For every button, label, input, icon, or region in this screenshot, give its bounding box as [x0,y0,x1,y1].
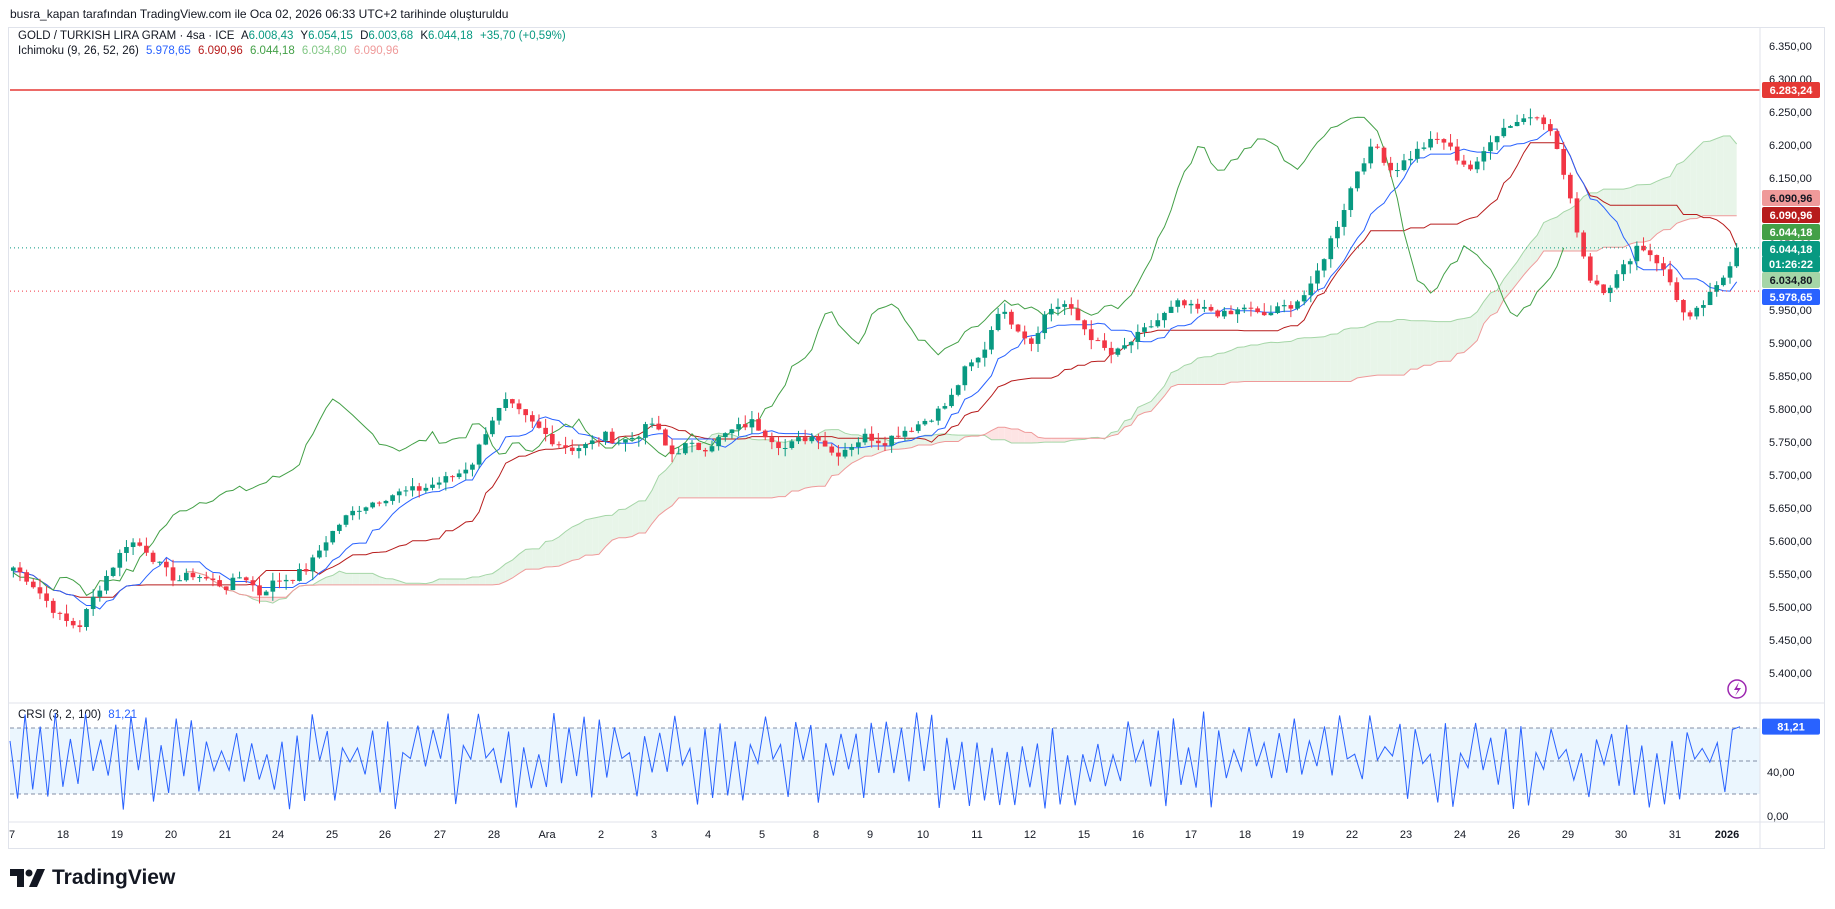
high-value: 6.054,15 [308,30,353,42]
crsi-name: CRSI (3, 2, 100) [18,709,102,721]
crsi-value: 81,21 [108,709,138,721]
ichimoku-name: Ichimoku (9, 26, 52, 26) [18,45,139,57]
chart-frame [8,27,1825,849]
symbol-title[interactable]: GOLD / TURKISH LIRA GRAM · 4sa · ICE [18,30,235,42]
low-value: 6.003,68 [368,30,414,42]
open-value: 6.008,43 [248,30,294,42]
ichimoku-legend[interactable]: Ichimoku (9, 26, 52, 26) 5.978,65 6.090,… [18,45,403,57]
symbol-legend: GOLD / TURKISH LIRA GRAM · 4sa · ICE A6.… [18,30,566,42]
chart-caption: busra_kapan tarafından TradingView.com i… [10,7,509,21]
ichimoku-spana-value: 6.034,80 [301,45,347,57]
ichimoku-spanb-value: 6.090,96 [353,45,399,57]
close-value: 6.044,18 [428,30,473,42]
ichimoku-kijun-value: 6.090,96 [197,45,243,57]
tradingview-logo[interactable]: TradingView [10,866,175,890]
ichimoku-tenkan-value: 5.978,65 [146,45,191,57]
ichimoku-chikou-value: 6.044,18 [249,45,295,57]
change-value: +35,70 (+0,59%) [479,30,566,42]
crsi-legend[interactable]: CRSI (3, 2, 100) 81,21 [18,709,141,721]
tradingview-logo-icon [10,869,45,887]
tradingview-brand: TradingView [52,866,176,889]
